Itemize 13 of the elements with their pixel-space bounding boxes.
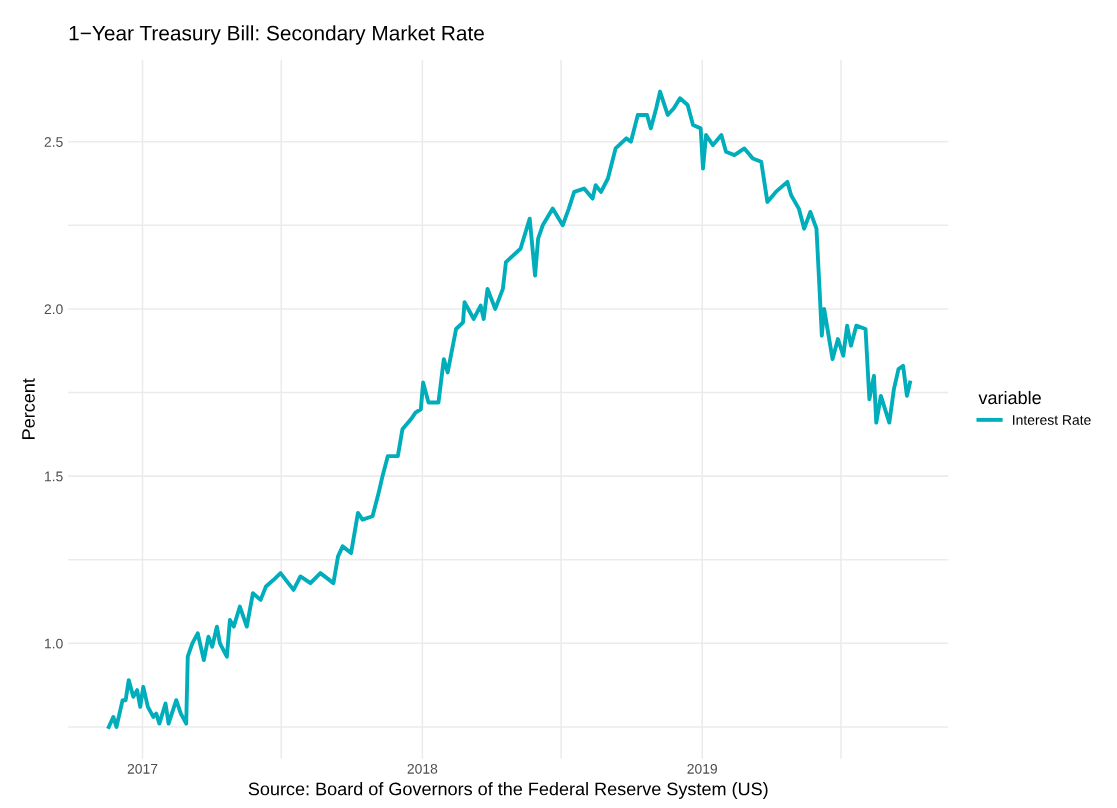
y-tick-label: 2.5	[44, 137, 63, 147]
y-axis-title: Percent	[22, 378, 35, 439]
legend-title: variable	[978, 390, 1041, 405]
x-tick-label: 2018	[407, 763, 438, 774]
y-tick-label: 1.5	[45, 471, 63, 482]
x-tick-label: 2019	[687, 763, 718, 774]
chart-title: 1−Year Treasury Bill: Secondary Market Rate	[69, 25, 484, 45]
x-axis-title: Source: Board of Governors of the Federal Reserve System (US)	[248, 782, 768, 799]
y-tick-label: 2.0	[44, 304, 63, 315]
x-tick-label: 2017	[127, 763, 158, 774]
y-tick-label: 1.0	[45, 638, 63, 649]
legend-label: Interest Rate	[1013, 415, 1091, 425]
line-series	[106, 89, 912, 729]
